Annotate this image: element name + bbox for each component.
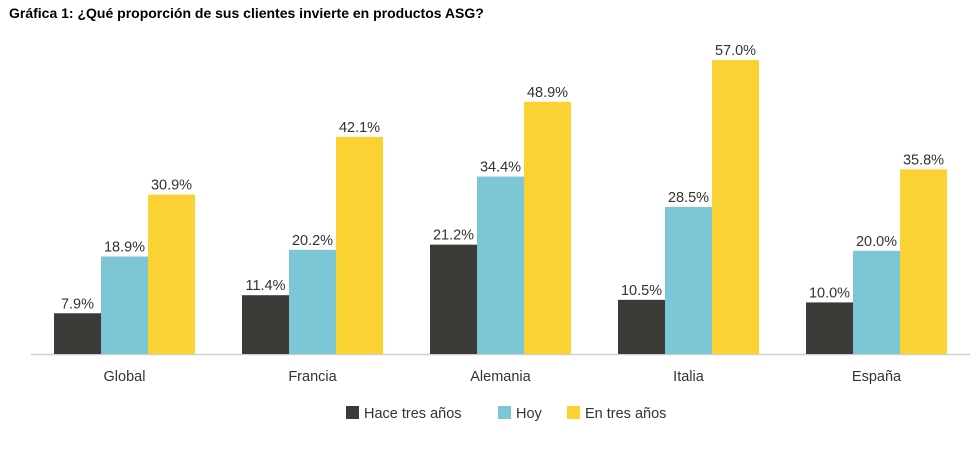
data-label-global-hoy: 18.9% bbox=[104, 240, 145, 256]
bar-italia-hoy bbox=[665, 207, 712, 354]
bar-francia-hoy bbox=[289, 249, 336, 354]
bar-espana-hace-tres-anos bbox=[806, 302, 853, 354]
category-label-francia: Francia bbox=[288, 369, 337, 385]
legend-swatch-hace-tres-anos bbox=[346, 406, 359, 419]
data-label-alemania-hace-tres-anos: 21.2% bbox=[433, 228, 474, 244]
chart-title: Gráfica 1: ¿Qué proporción de sus client… bbox=[9, 5, 484, 21]
data-label-alemania-hoy: 34.4% bbox=[480, 160, 521, 176]
data-label-global-en-tres-anos: 30.9% bbox=[151, 178, 192, 194]
bar-alemania-en-tres-anos bbox=[524, 101, 571, 354]
legend-label-en-tres-anos: En tres años bbox=[585, 406, 666, 422]
data-label-francia-hace-tres-anos: 11.4% bbox=[245, 278, 285, 294]
bar-alemania-hace-tres-anos bbox=[430, 244, 477, 354]
bar-global-en-tres-anos bbox=[148, 194, 195, 354]
data-labels-group: 7.9% 18.9% 30.9% 11.4% 20.2% 42.1% 21.2% 34.4% 4… bbox=[61, 43, 944, 312]
data-label-espana-en-tres-anos: 35.8% bbox=[903, 152, 944, 168]
data-label-italia-en-tres-anos: 57.0% bbox=[715, 43, 756, 59]
bar-italia-hace-tres-anos bbox=[618, 299, 665, 354]
bar-francia-hace-tres-anos bbox=[242, 295, 289, 354]
data-label-italia-hoy: 28.5% bbox=[668, 190, 709, 206]
data-label-espana-hace-tres-anos: 10.0% bbox=[809, 285, 850, 301]
data-label-italia-hace-tres-anos: 10.5% bbox=[621, 283, 662, 299]
legend: Hace tres años Hoy En tres años bbox=[346, 406, 666, 422]
bar-francia-en-tres-anos bbox=[336, 136, 383, 354]
bar-espana-hoy bbox=[853, 250, 900, 354]
bar-espana-en-tres-anos bbox=[900, 169, 947, 354]
category-label-alemania: Alemania bbox=[470, 369, 531, 385]
data-label-espana-hoy: 20.0% bbox=[856, 234, 897, 250]
data-label-global-hace-tres-anos: 7.9% bbox=[61, 296, 94, 312]
data-label-francia-hoy: 20.2% bbox=[292, 233, 333, 249]
category-label-italia: Italia bbox=[673, 369, 705, 385]
bar-global-hoy bbox=[101, 256, 148, 354]
bar-italia-en-tres-anos bbox=[712, 60, 759, 354]
bars-group bbox=[54, 60, 947, 354]
data-label-alemania-en-tres-anos: 48.9% bbox=[527, 85, 568, 101]
bar-alemania-hoy bbox=[477, 176, 524, 354]
legend-label-hoy: Hoy bbox=[516, 406, 543, 422]
data-label-francia-en-tres-anos: 42.1% bbox=[339, 120, 380, 136]
legend-swatch-en-tres-anos bbox=[567, 406, 580, 419]
legend-swatch-hoy bbox=[498, 406, 511, 419]
legend-label-hace-tres-anos: Hace tres años bbox=[364, 406, 462, 422]
category-label-global: Global bbox=[104, 369, 146, 385]
bar-global-hace-tres-anos bbox=[54, 313, 101, 354]
category-labels-group: Global Francia Alemania Italia España bbox=[104, 369, 902, 385]
category-label-espana: España bbox=[852, 369, 902, 385]
